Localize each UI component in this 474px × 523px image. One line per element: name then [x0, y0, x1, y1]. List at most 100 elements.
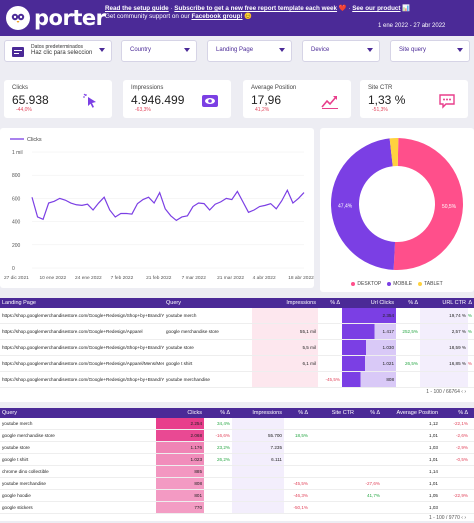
delta-cell: 252,5%	[402, 329, 418, 334]
column-header[interactable]: % Δ	[298, 410, 308, 416]
url-clicks-cell: 1.021	[342, 356, 396, 371]
kpi-label: Clicks	[12, 85, 28, 91]
delta-cell	[468, 340, 474, 355]
impressions-cell	[232, 418, 284, 429]
ctr-cell: 19,74 %	[420, 308, 468, 323]
delta-cell: -2,6%	[455, 433, 468, 438]
legend-mobile[interactable]: MOBILE	[387, 281, 412, 287]
legend-desktop[interactable]: DESKTOP	[351, 281, 381, 287]
clicks-cell: 885	[156, 466, 204, 477]
column-header[interactable]: Impressions	[286, 300, 316, 306]
donut-chart-svg[interactable]: 50,5% 47,4%	[320, 128, 474, 278]
query-cell: google merchandise store	[166, 329, 219, 334]
ctr-cell	[310, 466, 356, 477]
table-row[interactable]: https://shop.googlemerchandisestore.com/…	[0, 372, 474, 388]
table-row[interactable]: youtube store 1.176 23,2% 7.235 1,03 -2,9%	[0, 442, 474, 454]
column-header[interactable]: Impressions	[252, 410, 282, 416]
next-page-icon[interactable]: ›	[464, 389, 466, 395]
ctr-cell	[310, 442, 356, 453]
table-row[interactable]: youtube merchandise 808 -45,5% -27,6% 1,01	[0, 478, 474, 490]
datasource-control[interactable]: Datos predeterminados Haz clic para sele…	[4, 40, 112, 62]
chart-emoji-icon: 📊	[402, 5, 411, 12]
pagination[interactable]: 1 - 100 / 66764 ‹ ›	[0, 388, 474, 397]
column-header[interactable]: Site CTR	[331, 410, 354, 416]
column-header[interactable]: % Δ	[370, 410, 380, 416]
column-header[interactable]: Landing Page	[2, 300, 36, 306]
facebook-group-link[interactable]: Facebook group!	[191, 13, 243, 20]
line-chart-svg[interactable]: Clicks 0 200 400 600 800 1 mil 27 dic 2021 10 en…	[0, 128, 314, 288]
table-row[interactable]: google stickers 770 -50,1% 1,03	[0, 502, 474, 514]
avg-position-cell: 1,14	[429, 469, 438, 474]
table-row[interactable]: https://shop.googlemerchandisestore.com/…	[0, 356, 474, 372]
column-header[interactable]: % Δ	[220, 410, 230, 416]
product-link[interactable]: See our product	[352, 5, 401, 12]
y-tick-label: 0	[12, 266, 15, 272]
legend-swatch-tablet	[418, 281, 423, 286]
table-row[interactable]: chrome dino collectible 885 1,14	[0, 466, 474, 478]
country-filter[interactable]: Country	[121, 40, 197, 62]
brand-logo[interactable]: porter	[6, 6, 106, 30]
x-tick-label: 21 feb 2022	[146, 275, 172, 281]
table-row[interactable]: https://shop.googlemerchandisestore.com/…	[0, 340, 474, 356]
delta-cell	[204, 478, 232, 489]
ctr-cell	[420, 372, 468, 387]
kpi-value: 1,33 %	[368, 93, 406, 107]
table-row[interactable]: youtube merch 2.254 34,4% 1,12 -22,1%	[0, 418, 474, 430]
column-header[interactable]: % Δ	[408, 300, 418, 306]
delta-cell: -22,1%	[453, 421, 468, 426]
column-header[interactable]: % Δ	[330, 300, 340, 306]
pagination[interactable]: 1 - 100 / 9770 ‹ ›	[0, 514, 474, 523]
heart-icon: ❤️	[338, 5, 347, 12]
table-row[interactable]: google merchandise store 2.068 -16,6% 55.70…	[0, 430, 474, 442]
delta-cell: 41,7%	[366, 493, 380, 498]
kpi-delta: 41,2%	[255, 107, 270, 113]
url-clicks-cell: 808	[342, 372, 396, 387]
column-header[interactable]: URL CTR	[442, 300, 466, 306]
header-bar: porter Read the setup guide · Subscribe …	[0, 0, 474, 36]
column-header[interactable]: Query	[2, 410, 17, 416]
column-header[interactable]: Clicks	[187, 410, 202, 416]
x-tick-label: 4 abr 2022	[253, 275, 276, 281]
setup-guide-link[interactable]: Read the setup guide	[105, 5, 169, 12]
delta-cell: -2,9%	[455, 445, 468, 450]
column-header[interactable]: Url Clicks	[370, 300, 394, 306]
clicks-cell: 2.068	[156, 430, 204, 441]
column-header[interactable]: Average Position	[396, 410, 438, 416]
donut-slice-tablet	[389, 138, 399, 167]
legend-tablet[interactable]: TABLET	[418, 281, 443, 287]
kpi-card-clicks: Clicks 65.938 -44,0%	[4, 80, 112, 118]
avg-position-cell: 1,03	[429, 505, 438, 510]
table-row[interactable]: https://shop.googlemerchandisestore.com/…	[0, 308, 474, 324]
delta-cell	[318, 356, 342, 371]
delta-cell	[396, 308, 420, 323]
landing-page-cell: https://shop.googlemerchandisestore.com/…	[2, 360, 164, 366]
delta-cell	[440, 466, 470, 477]
query-cell: google stickers	[2, 505, 33, 510]
kpi-delta: -44,0%	[16, 107, 32, 113]
subscribe-link[interactable]: Subscribe to get a new free report templ…	[174, 5, 338, 12]
kpi-value: 4.946.499	[131, 93, 185, 107]
landing-page-filter[interactable]: Landing Page	[207, 40, 292, 62]
prev-page-icon[interactable]: ‹	[461, 515, 463, 521]
legend-swatch-desktop	[351, 281, 356, 286]
ctr-cell	[310, 502, 356, 513]
ctr-cell	[310, 478, 356, 489]
donut-label: 47,4%	[338, 204, 353, 210]
site-query-filter[interactable]: Site query	[390, 40, 470, 62]
column-header[interactable]: % Δ	[468, 300, 472, 306]
prev-page-icon[interactable]: ‹	[461, 389, 463, 395]
y-tick-label: 800	[12, 173, 21, 179]
next-page-icon[interactable]: ›	[464, 515, 466, 521]
column-header[interactable]: Query	[166, 300, 181, 306]
table-row[interactable]: https://shop.googlemerchandisestore.com/…	[0, 324, 474, 340]
series-line-clicks	[31, 188, 305, 222]
x-tick-label: 10 ene 2022	[40, 275, 67, 281]
query-table: Query Clicks % Δ Impressions % Δ Site CTR % Δ A…	[0, 408, 474, 521]
table-row[interactable]: google hoodie 801 -46,3% 41,7% 1,05 -22,9%	[0, 490, 474, 502]
device-filter[interactable]: Device	[302, 40, 380, 62]
table-row[interactable]: google t shirt 1.023 26,2% 6.111 1,01 -0,5%	[0, 454, 474, 466]
date-range-picker[interactable]: 1 ene 2022 - 27 abr 2022	[378, 23, 446, 29]
owl-logo-icon	[6, 6, 30, 30]
delta-cell: -50,1%	[293, 505, 308, 510]
column-header[interactable]: % Δ	[458, 410, 468, 416]
